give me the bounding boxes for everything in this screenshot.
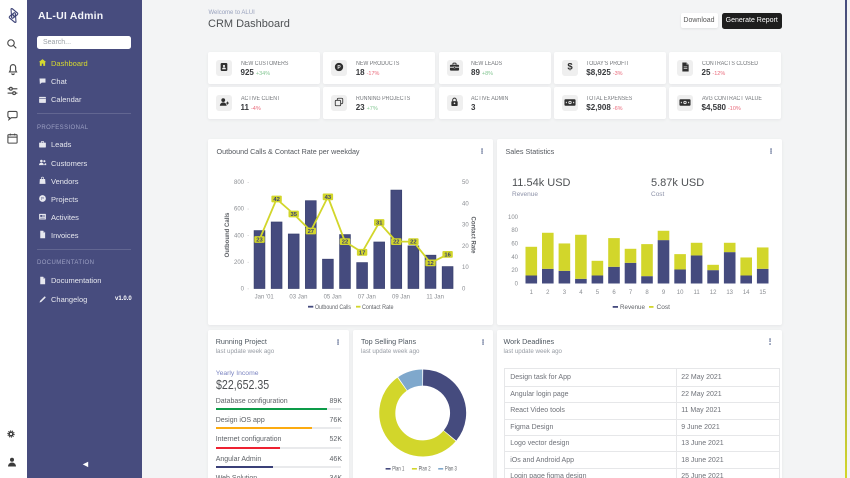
svg-text:9: 9 — [662, 290, 666, 296]
svg-text:2: 2 — [546, 290, 550, 296]
svg-text:600: 600 — [234, 207, 245, 213]
svg-text:15: 15 — [759, 290, 766, 296]
svg-text:03 Jan: 03 Jan — [289, 295, 307, 301]
svg-text:100: 100 — [508, 215, 519, 221]
svg-text:10: 10 — [462, 265, 469, 271]
svg-text:20: 20 — [462, 244, 469, 250]
svg-text:11 Jan: 11 Jan — [426, 295, 444, 301]
svg-text:Plan 1: Plan 1 — [392, 467, 404, 473]
svg-text:Plan 2: Plan 2 — [419, 467, 431, 473]
svg-text:20: 20 — [511, 268, 518, 274]
svg-text:Cost: Cost — [657, 305, 671, 311]
svg-text:P: P — [338, 65, 342, 71]
svg-text:400: 400 — [234, 233, 245, 239]
svg-text:40: 40 — [462, 201, 469, 207]
svg-text:Plan 3: Plan 3 — [445, 467, 457, 473]
svg-text:0: 0 — [515, 282, 519, 288]
svg-text:8: 8 — [645, 290, 649, 296]
svg-text:12: 12 — [427, 261, 433, 267]
svg-text:14: 14 — [743, 290, 750, 296]
svg-text:800: 800 — [234, 180, 245, 186]
svg-text:22: 22 — [393, 240, 399, 246]
svg-text:40: 40 — [511, 255, 518, 261]
svg-text:80: 80 — [511, 228, 518, 234]
svg-text:0: 0 — [241, 287, 245, 293]
svg-text:1: 1 — [530, 290, 534, 296]
svg-text:05 Jan: 05 Jan — [324, 295, 342, 301]
svg-text:7: 7 — [629, 290, 633, 296]
svg-text:12: 12 — [710, 290, 717, 296]
svg-text:17: 17 — [359, 250, 365, 256]
svg-text:60: 60 — [511, 242, 518, 248]
svg-text:42: 42 — [273, 197, 279, 203]
svg-text:27: 27 — [308, 229, 314, 235]
svg-text:31: 31 — [376, 221, 383, 227]
svg-text:30: 30 — [462, 223, 469, 229]
svg-text:22: 22 — [410, 240, 416, 246]
svg-text:6: 6 — [612, 290, 616, 296]
svg-text:P: P — [41, 196, 44, 201]
svg-text:07 Jan: 07 Jan — [358, 295, 376, 301]
svg-text:22: 22 — [342, 240, 348, 246]
svg-text:11: 11 — [693, 290, 700, 296]
svg-text:$: $ — [567, 62, 573, 73]
svg-text:10: 10 — [677, 290, 684, 296]
svg-text:0: 0 — [462, 287, 466, 293]
svg-text:09 Jan: 09 Jan — [392, 295, 410, 301]
svg-text:Jan '01: Jan '01 — [255, 295, 275, 301]
svg-text:16: 16 — [444, 252, 451, 258]
svg-text:Contact Rate: Contact Rate — [470, 216, 476, 254]
svg-text:4: 4 — [579, 290, 583, 296]
svg-text:Revenue: Revenue — [620, 305, 646, 311]
svg-text:Outbound Calls: Outbound Calls — [315, 305, 351, 311]
svg-text:200: 200 — [234, 260, 245, 266]
svg-text:23: 23 — [256, 238, 263, 244]
svg-text:50: 50 — [462, 180, 469, 186]
svg-text:Contact Rate: Contact Rate — [362, 305, 394, 311]
svg-text:43: 43 — [325, 195, 332, 201]
svg-text:13: 13 — [726, 290, 733, 296]
svg-text:Outbound Calls: Outbound Calls — [225, 212, 231, 257]
svg-text:5: 5 — [596, 290, 600, 296]
svg-text:35: 35 — [290, 212, 297, 218]
svg-text:3: 3 — [563, 290, 567, 296]
